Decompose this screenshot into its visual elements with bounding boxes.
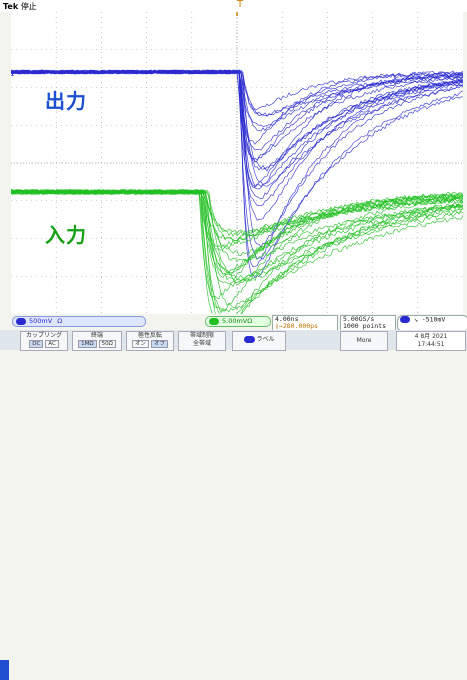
- acquisition-status: 停止: [20, 2, 37, 11]
- coupling-label: カップリング: [25, 332, 62, 339]
- ch1-readout[interactable]: 500mV Ω: [12, 316, 146, 327]
- coupling-dc-option[interactable]: DC: [29, 340, 44, 348]
- trigger-slope-icon: ↘: [413, 315, 418, 324]
- output-label: 出力: [45, 89, 87, 113]
- record-length: 1000 points: [343, 322, 387, 330]
- trigger-source-icon: [400, 316, 410, 323]
- timebase-scale: 4.00ns: [275, 315, 299, 323]
- input-label: 入力: [45, 223, 87, 247]
- input-waveform: [11, 188, 463, 282]
- ch2-scale: 5.00mV: [222, 317, 248, 325]
- label-channel-icon: [243, 336, 255, 343]
- sample-rate: 5.00GS/s: [343, 315, 375, 323]
- trigger-position-icon: T: [237, 0, 244, 10]
- timebase-delay: ▯→280.000ps: [275, 322, 319, 330]
- ch2-readout[interactable]: 5.00mVΩ: [205, 316, 271, 327]
- bandwidth-menu-button[interactable]: 帯域制限 全帯域: [178, 331, 226, 351]
- bandwidth-label: 帯域制限: [189, 332, 214, 339]
- ch2-coupling: Ω: [247, 317, 253, 325]
- channel-menu-indicator: [0, 660, 9, 680]
- coupling-ac-option[interactable]: AC: [45, 340, 59, 348]
- ch2-indicator-icon: [209, 318, 219, 325]
- bottom-menu-bar: カップリング DC AC 終端 1MΩ 50Ω 極性反転 オン オフ 帯域制限 全帯域…: [0, 330, 467, 680]
- output-waveform: [11, 69, 463, 151]
- termination-menu-button[interactable]: 終端 1MΩ 50Ω: [72, 331, 122, 351]
- bandwidth-value: 全帯域: [192, 340, 211, 347]
- output-waveform: [11, 69, 463, 279]
- input-waveform: [11, 188, 463, 284]
- termination-1m-option[interactable]: 1MΩ: [78, 340, 97, 348]
- time: 17:44:51: [417, 341, 445, 348]
- invert-menu-button[interactable]: 極性反転 オン オフ: [126, 331, 174, 351]
- input-waveform: [11, 189, 463, 314]
- input-waveform: [11, 188, 463, 314]
- scope-svg: 12: [11, 12, 463, 314]
- label-button-text: ラベル: [256, 336, 275, 343]
- ch1-scale: 500mV: [29, 317, 53, 325]
- invert-label: 極性反転: [137, 332, 162, 339]
- ch1-coupling: Ω: [57, 317, 63, 325]
- brand-status: Tek 停止: [3, 1, 37, 12]
- brand-logo: Tek: [3, 2, 19, 11]
- top-status-bar: Tek 停止 T: [0, 0, 467, 12]
- output-waveform: [11, 69, 463, 187]
- label-menu-button[interactable]: ラベル: [232, 331, 286, 351]
- more-menu-button[interactable]: More: [340, 331, 388, 351]
- date: 4 8月 2021: [414, 333, 448, 340]
- trigger-level: -510mV: [421, 315, 446, 324]
- invert-on-option[interactable]: オン: [131, 340, 149, 348]
- invert-off-option[interactable]: オフ: [151, 340, 169, 348]
- coupling-menu-button[interactable]: カップリング DC AC: [20, 331, 68, 351]
- datetime-display: 4 8月 2021 17:44:51: [396, 331, 466, 351]
- termination-label: 終端: [90, 332, 103, 339]
- termination-50-option[interactable]: 50Ω: [98, 340, 116, 348]
- ch1-indicator-icon: [16, 318, 26, 325]
- more-label: More: [356, 337, 372, 344]
